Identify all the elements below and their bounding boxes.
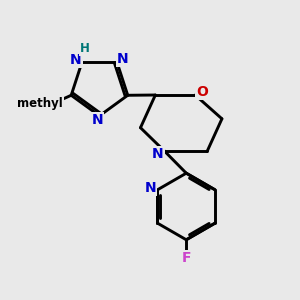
Text: N: N xyxy=(92,113,103,127)
Text: N: N xyxy=(117,52,129,66)
Text: N: N xyxy=(145,181,156,195)
Text: N: N xyxy=(70,53,82,67)
Text: F: F xyxy=(182,250,191,265)
Text: methyl: methyl xyxy=(17,97,63,110)
Text: O: O xyxy=(196,85,208,99)
Text: N: N xyxy=(152,148,164,161)
Text: H: H xyxy=(80,42,89,55)
